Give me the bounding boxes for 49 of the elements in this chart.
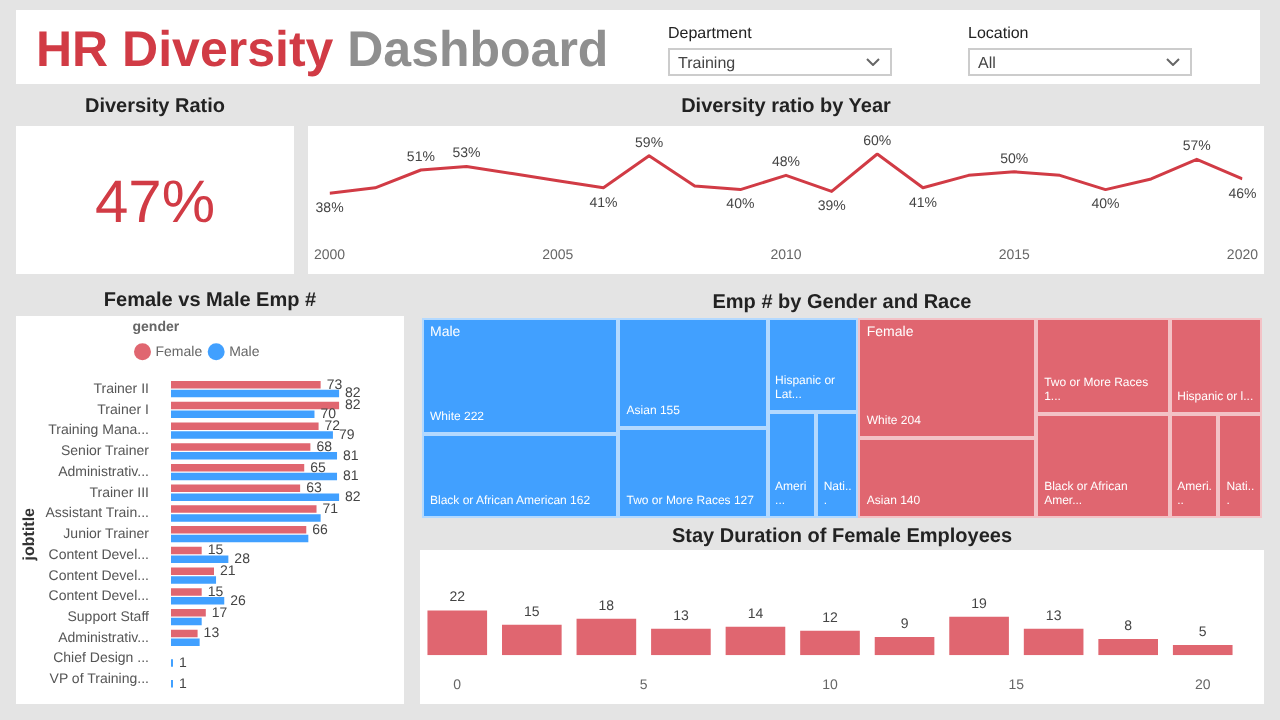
bar (170, 629, 198, 638)
bar (170, 588, 202, 596)
text: HR Diversity Dashboard (36, 22, 609, 78)
bar (170, 443, 311, 451)
bar (170, 381, 321, 389)
bar (1023, 628, 1084, 656)
chart-title: Stay Duration of Female Employees (669, 526, 1015, 548)
bar (170, 431, 333, 439)
bar (170, 401, 340, 410)
bar (170, 463, 305, 472)
text: Location (968, 24, 1029, 42)
bar (170, 608, 206, 617)
bar (170, 493, 340, 501)
bar (874, 636, 935, 656)
bar (949, 616, 1009, 656)
bar (1172, 645, 1233, 656)
bar (427, 610, 488, 656)
bar (725, 626, 786, 656)
bar (800, 630, 860, 656)
bar (170, 410, 315, 419)
bar (1098, 638, 1158, 656)
bar (170, 567, 214, 575)
bar (170, 576, 217, 584)
bar (170, 617, 202, 626)
dropdown: Training (668, 48, 892, 76)
bar (170, 534, 309, 543)
y-axis-title: jobtitle (20, 506, 39, 563)
bar (170, 514, 321, 522)
chart-title: Female vs Male Emp # (101, 290, 319, 312)
chart-title: Diversity ratio by Year (679, 96, 893, 118)
text: Diversity Ratio (82, 96, 228, 118)
bar (170, 422, 319, 430)
bar (170, 484, 301, 493)
bar (170, 389, 340, 398)
data-label: 47% (92, 170, 218, 238)
text: Department (668, 24, 752, 42)
bar (576, 618, 637, 656)
bar (170, 472, 338, 481)
bar (170, 546, 202, 555)
bar (170, 597, 225, 605)
bar (170, 505, 317, 513)
bar (170, 451, 338, 460)
text: Emp # by Gender and Race (710, 292, 974, 314)
bar (170, 526, 307, 534)
bar (170, 638, 200, 646)
bar (170, 555, 229, 564)
bar (502, 624, 562, 656)
dropdown: All (968, 48, 1192, 76)
bar (651, 628, 711, 656)
